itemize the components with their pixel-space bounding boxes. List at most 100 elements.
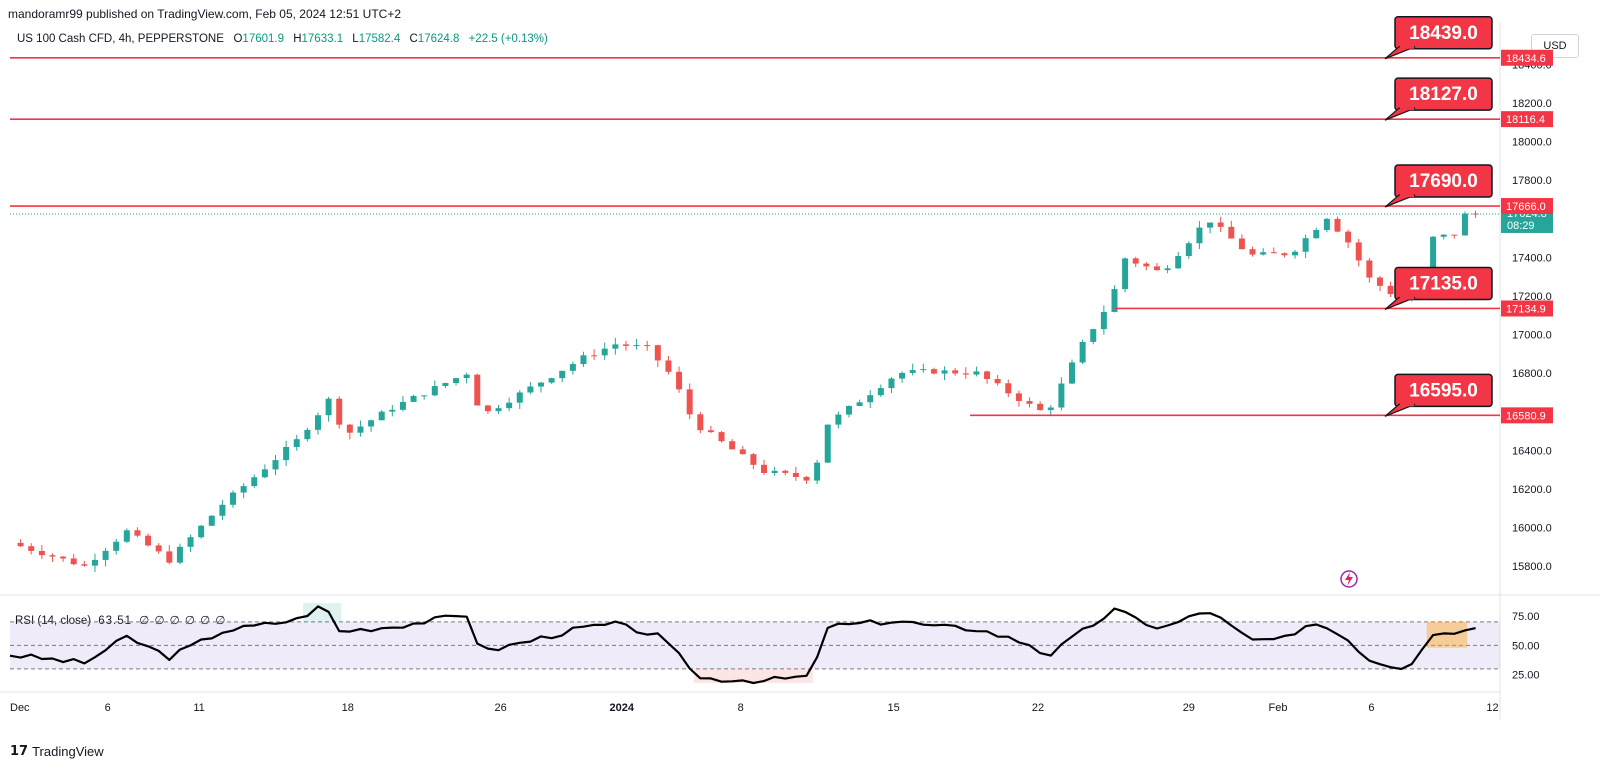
high-value: 17633.1	[301, 33, 344, 45]
level-callout-pointer-mask	[1400, 106, 1414, 111]
rsi-tick-label: 50.00	[1512, 640, 1540, 652]
rsi-value: 63.51	[98, 615, 133, 627]
candle-body	[1313, 229, 1320, 239]
candle-body	[1334, 218, 1341, 232]
candle-body	[1292, 251, 1299, 256]
candles-group	[17, 210, 1479, 573]
candle-body	[1323, 218, 1330, 230]
candle-body	[261, 469, 268, 478]
candle-body	[1196, 227, 1203, 244]
candle-body	[899, 372, 906, 379]
candle-body	[527, 386, 534, 393]
candle-body	[1143, 263, 1150, 267]
symbol-legend: US 100 Cash CFD, 4h, PEPPERSTONE O17601.…	[17, 33, 554, 45]
candle-body	[1281, 253, 1288, 256]
rsi-legend: RSI (14, close) 63.51 ∅ ∅ ∅ ∅ ∅ ∅	[15, 613, 226, 627]
candle-body	[877, 388, 884, 396]
candle-body	[145, 535, 152, 546]
candle-body	[1217, 222, 1224, 227]
price-tick-label: 17800.0	[1512, 175, 1552, 187]
candle-body	[38, 550, 45, 556]
candle-body	[676, 371, 683, 390]
candle-body	[941, 370, 948, 374]
rsi-line	[9, 605, 1476, 685]
candle-body	[984, 371, 991, 380]
candle-body	[1366, 260, 1373, 278]
candle-body	[1037, 403, 1044, 411]
candle-body	[336, 398, 343, 425]
candle-body	[622, 344, 629, 346]
candle-body	[1260, 252, 1267, 255]
candle-body	[230, 492, 237, 505]
candle-body	[835, 414, 842, 425]
candle-body	[920, 369, 927, 371]
candle-body	[994, 379, 1001, 384]
candle-body	[803, 476, 810, 481]
candle-body	[569, 364, 576, 371]
candle-body	[60, 556, 67, 559]
candle-body	[28, 546, 35, 551]
time-tick-label: Feb	[1269, 702, 1288, 714]
candle-body	[166, 551, 173, 563]
level-callout-box	[1394, 77, 1493, 111]
time-tick-label: 15	[887, 702, 899, 714]
candle-body	[952, 370, 959, 374]
candle-body	[792, 472, 799, 477]
countdown-label: 08:29	[1507, 220, 1535, 232]
lightning-icon-bolt	[1345, 572, 1353, 586]
candle-body	[633, 345, 640, 347]
time-tick-label: 12	[1486, 702, 1498, 714]
candle-body	[304, 429, 311, 440]
high-key: H	[293, 33, 302, 45]
candle-body	[930, 369, 937, 374]
candle-body	[1249, 249, 1256, 255]
level-callout-pointer-mask	[1400, 44, 1414, 49]
candle-body	[1228, 226, 1235, 239]
footer-brand: 𝟭𝟳 TradingView	[10, 743, 104, 759]
level-price-tag	[1501, 111, 1553, 128]
candle-body	[1079, 341, 1086, 363]
price-tick-label: 16400.0	[1512, 445, 1552, 457]
candle-body	[410, 395, 417, 402]
candle-body	[1440, 234, 1447, 237]
lightning-icon-ring	[1340, 570, 1358, 588]
candle-body	[389, 409, 396, 412]
candle-body	[729, 441, 736, 450]
time-tick-label: 6	[1368, 702, 1374, 714]
candle-body	[198, 525, 205, 538]
tradingview-logo-icon: 𝟭𝟳	[10, 743, 29, 758]
level-callout-label: 17690.0	[1409, 171, 1478, 192]
level-callout-label: 16595.0	[1409, 380, 1478, 401]
time-tick-label: 2024	[609, 702, 634, 714]
candle-body	[240, 486, 247, 493]
candle-body	[293, 439, 300, 447]
price-tick-label: 17000.0	[1512, 330, 1552, 342]
candle-body	[474, 374, 481, 406]
candle-body	[431, 386, 438, 396]
candle-body	[81, 564, 88, 566]
candle-body	[325, 398, 332, 416]
candle-body	[814, 462, 821, 481]
candle-body	[187, 537, 194, 547]
footer-brand-label: TradingView	[32, 743, 104, 759]
level-price-label: 18116.4	[1506, 114, 1545, 126]
time-tick-label: 22	[1032, 702, 1044, 714]
candle-body	[399, 401, 406, 410]
candle-body	[314, 415, 321, 430]
candle-body	[123, 530, 130, 542]
candle-body	[251, 477, 258, 487]
level-callout-pointer-mask	[1400, 295, 1414, 300]
rsi-tick-label: 75.00	[1512, 611, 1540, 623]
candle-body	[580, 355, 587, 365]
price-tick-label: 16000.0	[1512, 522, 1552, 534]
level-callout-pointer-mask	[1400, 193, 1414, 198]
price-tick-label: 17400.0	[1512, 252, 1552, 264]
level-price-tag	[1501, 198, 1553, 215]
candle-body	[1058, 383, 1065, 408]
rsi-overbought-fill	[303, 603, 342, 622]
symbol-name: US 100 Cash CFD, 4h, PEPPERSTONE	[17, 33, 224, 45]
candle-body	[1015, 393, 1022, 401]
candle-body	[1185, 243, 1192, 257]
candle-body	[484, 405, 491, 412]
